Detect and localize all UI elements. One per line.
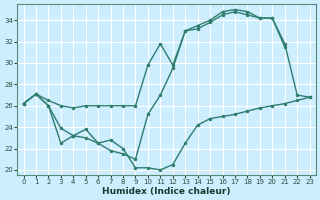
X-axis label: Humidex (Indice chaleur): Humidex (Indice chaleur) <box>102 187 231 196</box>
